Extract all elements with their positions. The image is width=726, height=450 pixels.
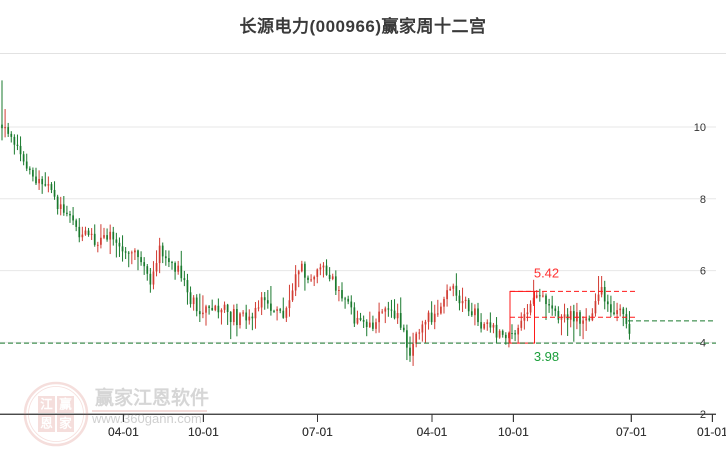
svg-text:10: 10 bbox=[694, 122, 706, 134]
svg-text:8: 8 bbox=[700, 194, 706, 206]
svg-text:3.98: 3.98 bbox=[534, 349, 559, 364]
svg-text:赢: 赢 bbox=[59, 397, 72, 412]
svg-text:6: 6 bbox=[700, 266, 706, 278]
svg-text:5.42: 5.42 bbox=[534, 265, 559, 280]
svg-text:www.360gann.com: www.360gann.com bbox=[91, 411, 202, 426]
svg-text:10-01: 10-01 bbox=[498, 425, 529, 439]
svg-text:家: 家 bbox=[59, 416, 72, 431]
svg-text:07-01: 07-01 bbox=[302, 425, 333, 439]
svg-text:赢家江恩软件: 赢家江恩软件 bbox=[95, 386, 209, 409]
svg-text:04-01: 04-01 bbox=[108, 425, 139, 439]
svg-text:江: 江 bbox=[40, 397, 53, 412]
svg-text:01-01: 01-01 bbox=[697, 425, 726, 439]
svg-text:10-01: 10-01 bbox=[188, 425, 219, 439]
svg-text:恩: 恩 bbox=[40, 416, 53, 431]
svg-text:07-01: 07-01 bbox=[616, 425, 647, 439]
svg-text:04-01: 04-01 bbox=[417, 425, 448, 439]
svg-text:2: 2 bbox=[700, 409, 706, 421]
